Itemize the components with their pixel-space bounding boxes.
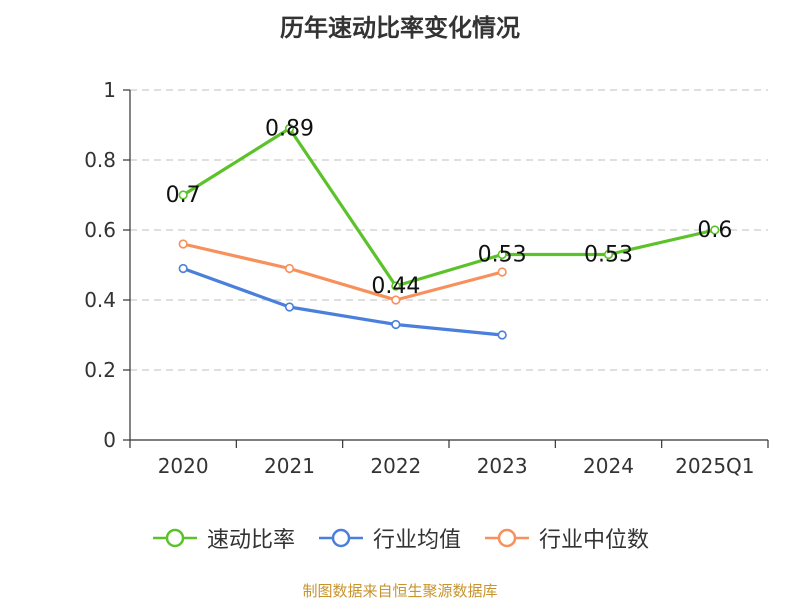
data-point: [178, 190, 188, 200]
data-point: [497, 267, 507, 277]
axes: 0 0.2 0.4 0.6 0.8 1 2020 2021 2022 2023 2024 2025Q1: [84, 78, 769, 478]
series-line: [182, 242, 503, 302]
data-label: 0.53: [478, 243, 527, 268]
chart-title: 历年速动比率变化情况: [280, 14, 520, 42]
data-label: 0.89: [265, 117, 314, 142]
y-tick-label: 0.6: [84, 218, 116, 242]
data-label: 0.7: [166, 183, 201, 208]
series-line: [182, 126, 716, 288]
data-point: [710, 225, 720, 235]
series-line: [182, 266, 503, 337]
y-tick-label: 0.8: [84, 148, 116, 172]
x-tick-label: 2025Q1: [675, 454, 754, 478]
data-labels: 0.7 0.89 0.44 0.53 0.53 0.6: [166, 117, 733, 300]
legend-label: 行业中位数: [539, 528, 650, 553]
legend: 速动比率 行业均值 行业中位数: [0, 522, 800, 554]
x-tick-label: 2022: [370, 454, 421, 478]
data-point: [391, 281, 401, 291]
y-tick-label: 0.2: [84, 358, 116, 382]
legend-marker-icon: [485, 528, 529, 548]
x-tick-label: 2024: [583, 454, 634, 478]
data-point: [178, 239, 188, 249]
legend-item-1[interactable]: 行业均值: [317, 522, 461, 554]
data-point: [497, 249, 507, 260]
x-tick-label: 2021: [264, 454, 315, 478]
data-label: 0.6: [697, 218, 732, 243]
data-point: [284, 302, 295, 312]
data-label: 0.53: [584, 243, 633, 268]
gridlines: [130, 89, 768, 371]
source-note: 制图数据来自恒生聚源数据库: [302, 582, 498, 600]
y-tick-label: 1: [103, 78, 116, 102]
data-point: [178, 263, 188, 274]
data-point: [284, 263, 295, 274]
legend-marker-icon: [152, 528, 197, 548]
y-tick-label: 0: [103, 428, 116, 452]
x-tick-label: 2020: [158, 454, 209, 478]
legend-label: 行业均值: [372, 528, 461, 553]
series-lines: [178, 123, 720, 340]
x-tick-label: 2023: [477, 454, 528, 478]
legend-label: 速动比率: [206, 528, 295, 553]
data-point: [603, 249, 614, 260]
data-point: [391, 295, 401, 305]
data-label: 0.44: [371, 274, 420, 299]
legend-item-0[interactable]: 速动比率: [151, 522, 295, 554]
data-point: [284, 123, 295, 134]
legend-marker-icon: [318, 528, 363, 548]
data-point: [391, 319, 401, 330]
y-tick-label: 0.4: [84, 288, 116, 312]
legend-item-2[interactable]: 行业中位数: [483, 522, 649, 554]
data-point: [497, 330, 507, 340]
